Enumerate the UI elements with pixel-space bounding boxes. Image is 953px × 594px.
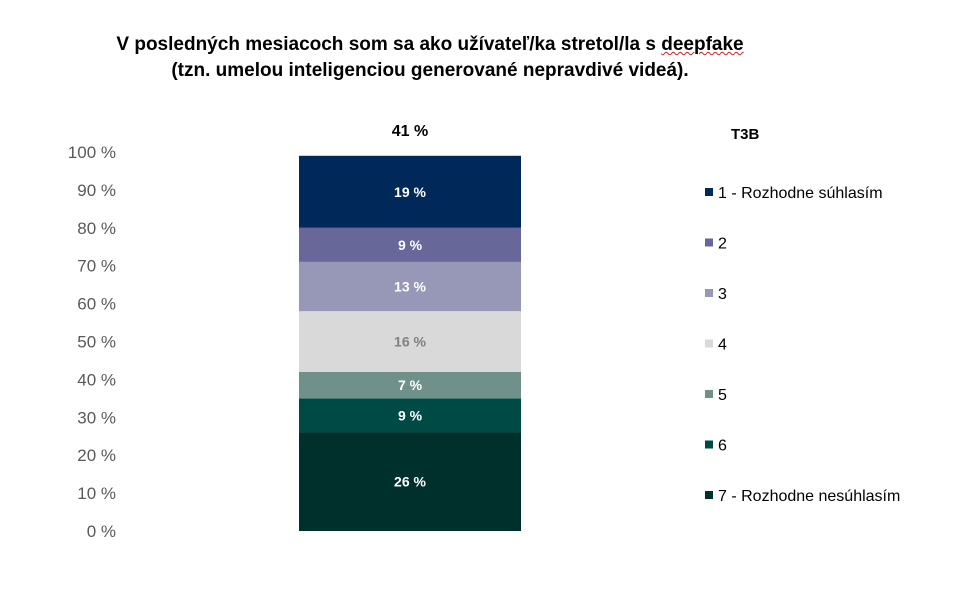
chart-title-line1: V posledných mesiacoch som sa ako užívat… [0, 32, 860, 58]
chart-title-line1-text: V posledných mesiacoch som sa ako užívat… [116, 34, 662, 55]
y-tick-label: 50 % [77, 333, 116, 352]
legend-swatch [705, 390, 713, 398]
y-tick-label: 40 % [77, 370, 116, 389]
data-label: 7 % [398, 377, 423, 393]
bar-segment-7 [299, 155, 521, 228]
legend-entry: 5 [718, 387, 727, 404]
legend-entry: 4 [718, 337, 727, 354]
y-tick-label: 10 % [77, 484, 116, 503]
y-tick-label: 0 % [87, 522, 116, 541]
bar-segment-3 [299, 371, 521, 399]
chart-title: V posledných mesiacoch som sa ako užívat… [0, 32, 860, 84]
y-tick-label: 100 % [68, 143, 116, 162]
legend-swatch [705, 491, 713, 499]
y-tick-label: 90 % [77, 181, 116, 200]
y-tick-label: 80 % [77, 219, 116, 238]
legend-entry: 1 - Rozhodne súhlasím [718, 185, 883, 202]
data-label: 9 % [398, 407, 423, 423]
legend-swatch [705, 440, 713, 449]
legend-entry: 7 - Rozhodne nesúhlasím [718, 488, 900, 505]
y-tick-label: 70 % [77, 257, 116, 276]
bar-segment-2 [299, 398, 521, 433]
data-label: 16 % [394, 334, 426, 350]
chart-title-line2: (tzn. umelou inteligenciou generované ne… [171, 60, 689, 81]
y-tick-label: 20 % [77, 446, 116, 465]
y-tick-label: 60 % [77, 295, 116, 314]
data-label: 9 % [398, 237, 423, 253]
y-tick-label: 30 % [77, 408, 116, 427]
legend-entry: 2 [718, 236, 727, 253]
legend-entry: 6 [718, 438, 727, 455]
chart-title-line1-keyword: deepfake [661, 34, 744, 55]
legend-swatch [705, 188, 713, 196]
legend-swatch [705, 289, 713, 297]
legend-title: T3B [731, 126, 760, 143]
total-label: 41 % [392, 123, 428, 140]
bar-segment-4 [299, 311, 521, 372]
bar-segment-1 [299, 432, 521, 531]
data-label: 19 % [394, 184, 426, 200]
data-label: 13 % [394, 279, 426, 295]
legend-entry: 3 [718, 286, 727, 303]
legend-swatch [705, 339, 713, 348]
data-label: 26 % [394, 474, 426, 490]
bar-segment-6 [299, 227, 521, 262]
bar-segment-5 [299, 261, 521, 312]
legend-swatch [705, 238, 713, 247]
